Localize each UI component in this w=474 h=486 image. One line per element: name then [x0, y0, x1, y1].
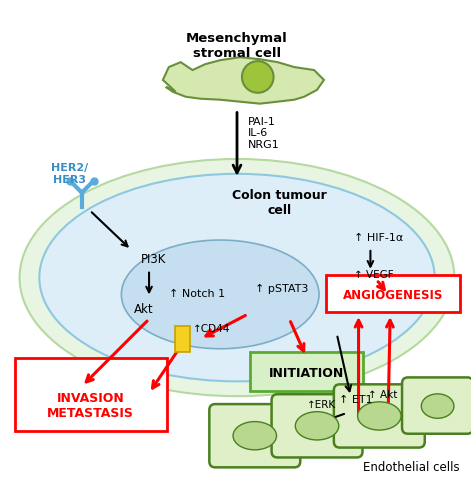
Text: ↑ pSTAT3: ↑ pSTAT3 [255, 284, 308, 295]
Text: ↑ VEGF: ↑ VEGF [354, 270, 393, 279]
FancyBboxPatch shape [272, 394, 363, 457]
Text: ↑ Akt: ↑ Akt [368, 390, 398, 400]
FancyBboxPatch shape [175, 326, 190, 352]
Ellipse shape [39, 174, 435, 382]
FancyBboxPatch shape [210, 404, 300, 468]
Text: ANGIOGENESIS: ANGIOGENESIS [343, 289, 443, 302]
Text: ↑ Notch 1: ↑ Notch 1 [169, 289, 225, 299]
Ellipse shape [121, 240, 319, 349]
Text: ↑ERK: ↑ERK [307, 400, 336, 410]
Ellipse shape [421, 394, 454, 418]
Text: INVASION
METASTASIS: INVASION METASTASIS [47, 392, 134, 420]
Ellipse shape [295, 412, 339, 440]
Text: Mesenchymal
stromal cell: Mesenchymal stromal cell [186, 33, 288, 60]
Ellipse shape [357, 402, 401, 430]
FancyBboxPatch shape [334, 384, 425, 448]
Text: ↑ HIF-1α: ↑ HIF-1α [354, 233, 403, 243]
Text: Endothelial cells: Endothelial cells [363, 461, 459, 474]
Ellipse shape [19, 159, 455, 396]
Text: Colon tumour
cell: Colon tumour cell [232, 189, 327, 217]
Polygon shape [163, 57, 324, 104]
FancyBboxPatch shape [15, 358, 167, 431]
Text: INITIATION: INITIATION [269, 367, 344, 380]
Text: PAI-1
IL-6
NRG1: PAI-1 IL-6 NRG1 [248, 117, 280, 150]
FancyBboxPatch shape [326, 275, 460, 312]
Text: PI3K: PI3K [141, 253, 166, 266]
Text: ↑CD44: ↑CD44 [192, 324, 230, 334]
FancyBboxPatch shape [402, 378, 473, 434]
FancyBboxPatch shape [250, 352, 363, 391]
Text: HER2/
HER3: HER2/ HER3 [51, 163, 89, 185]
Text: Akt: Akt [134, 303, 154, 316]
Circle shape [242, 61, 273, 93]
Ellipse shape [233, 421, 276, 450]
Text: ↑ ET1: ↑ ET1 [339, 395, 373, 405]
